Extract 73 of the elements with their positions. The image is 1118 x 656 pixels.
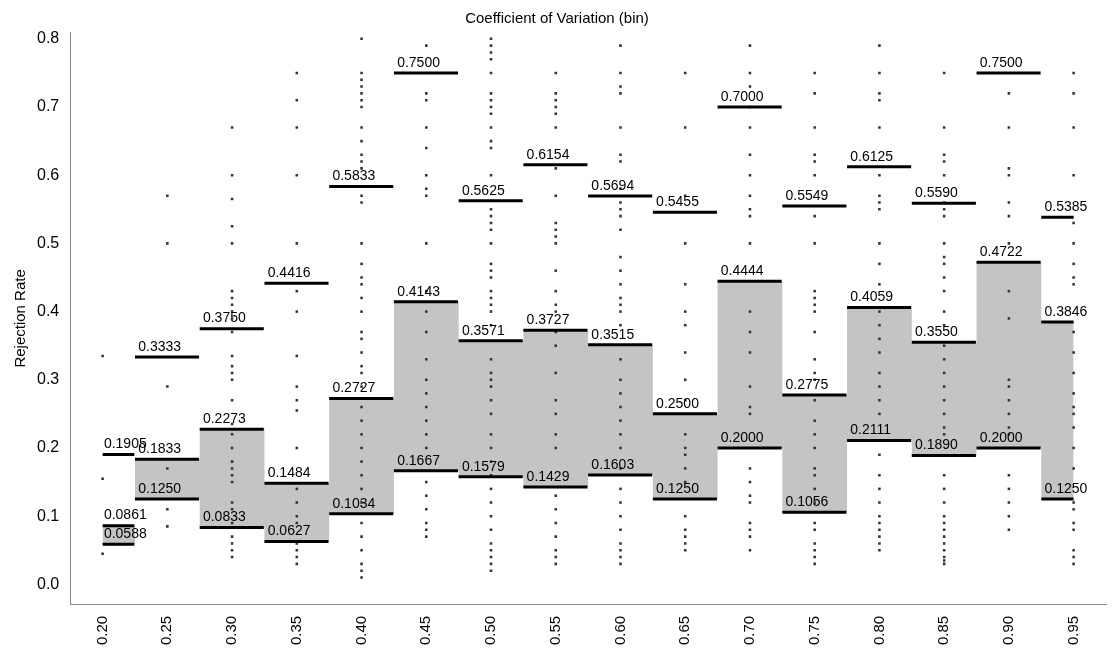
y-tick-label: 0.7 <box>36 97 60 115</box>
data-label: 0.1667 <box>397 451 441 468</box>
data-label: 0.3846 <box>1044 302 1088 319</box>
data-label: 0.0627 <box>267 522 311 539</box>
data-label: 0.1250 <box>656 479 700 496</box>
data-label: 0.3333 <box>138 337 182 354</box>
data-label: 0.3571 <box>461 321 505 338</box>
data-label: 0.2727 <box>332 379 376 396</box>
data-label: 0.0861 <box>103 506 147 523</box>
data-label: 0.5833 <box>332 167 376 184</box>
data-label: 0.4444 <box>720 262 764 279</box>
data-label: 0.6154 <box>526 145 570 162</box>
x-tick-label: 0.45 <box>416 615 434 646</box>
data-label: 0.1250 <box>138 479 182 496</box>
data-label: 0.7000 <box>720 87 764 104</box>
data-label: 0.1579 <box>461 457 505 474</box>
y-tick-label: 0.3 <box>36 370 60 388</box>
data-label: 0.4416 <box>267 264 311 281</box>
x-tick-label: 0.75 <box>804 615 822 646</box>
y-axis-title: Rejection Rate <box>11 269 29 368</box>
data-label: 0.1484 <box>267 464 311 481</box>
data-label: 0.1250 <box>1044 479 1088 496</box>
data-label: 0.6125 <box>850 147 894 164</box>
data-label: 0.2000 <box>979 428 1023 445</box>
x-tick-label: 0.55 <box>545 615 563 646</box>
x-tick-label: 0.90 <box>999 615 1017 646</box>
data-label: 0.2500 <box>656 394 700 411</box>
data-label: 0.5590 <box>915 184 959 201</box>
y-tick-label: 0.0 <box>36 574 60 592</box>
data-label: 0.5549 <box>785 186 829 203</box>
x-tick-label: 0.70 <box>740 615 758 646</box>
x-tick-label: 0.20 <box>92 615 110 646</box>
x-tick-label: 0.80 <box>869 615 887 646</box>
data-label: 0.1890 <box>915 436 959 453</box>
data-label: 0.5694 <box>591 176 635 193</box>
data-label: 0.0833 <box>202 508 246 525</box>
x-tick-label: 0.85 <box>934 615 952 646</box>
x-tick-label: 0.35 <box>286 615 304 646</box>
x-tick-label: 0.40 <box>351 615 369 646</box>
data-label: 0.2000 <box>720 428 764 445</box>
data-label: 0.7500 <box>397 53 441 70</box>
data-label: 0.7500 <box>979 53 1023 70</box>
data-label: 0.2273 <box>202 410 246 427</box>
data-label: 0.1603 <box>591 455 635 472</box>
data-label: 0.3750 <box>202 309 246 326</box>
y-tick-label: 0.8 <box>36 29 60 47</box>
y-tick-label: 0.4 <box>36 301 60 319</box>
data-label: 0.3515 <box>591 325 635 342</box>
data-label: 0.4059 <box>850 288 894 305</box>
data-label: 0.3727 <box>526 311 570 328</box>
x-tick-label: 0.30 <box>222 615 240 646</box>
y-tick-label: 0.1 <box>36 506 60 524</box>
data-label: 0.3550 <box>915 323 959 340</box>
x-tick-label: 0.95 <box>1063 615 1081 646</box>
x-tick-label: 0.25 <box>157 615 175 646</box>
data-label: 0.4143 <box>397 282 441 299</box>
data-label: 0.0588 <box>103 525 147 542</box>
data-label: 0.5455 <box>656 193 700 210</box>
x-tick-label: 0.60 <box>610 615 628 646</box>
data-label: 0.5385 <box>1044 198 1088 214</box>
data-label: 0.1034 <box>332 494 376 511</box>
y-tick-label: 0.5 <box>36 233 60 251</box>
data-label: 0.2111 <box>850 421 892 438</box>
data-label: 0.5625 <box>461 181 505 198</box>
x-tick-label: 0.50 <box>481 615 499 646</box>
x-tick-label: 0.65 <box>675 615 693 646</box>
data-label: 0.1429 <box>526 467 570 484</box>
data-label: 0.2775 <box>785 375 829 392</box>
y-tick-label: 0.6 <box>36 165 60 183</box>
y-tick-label: 0.2 <box>36 438 60 456</box>
data-label: 0.1056 <box>785 493 829 510</box>
data-label: 0.4722 <box>979 243 1023 260</box>
chart-title: Coefficient of Variation (bin) <box>465 9 649 27</box>
